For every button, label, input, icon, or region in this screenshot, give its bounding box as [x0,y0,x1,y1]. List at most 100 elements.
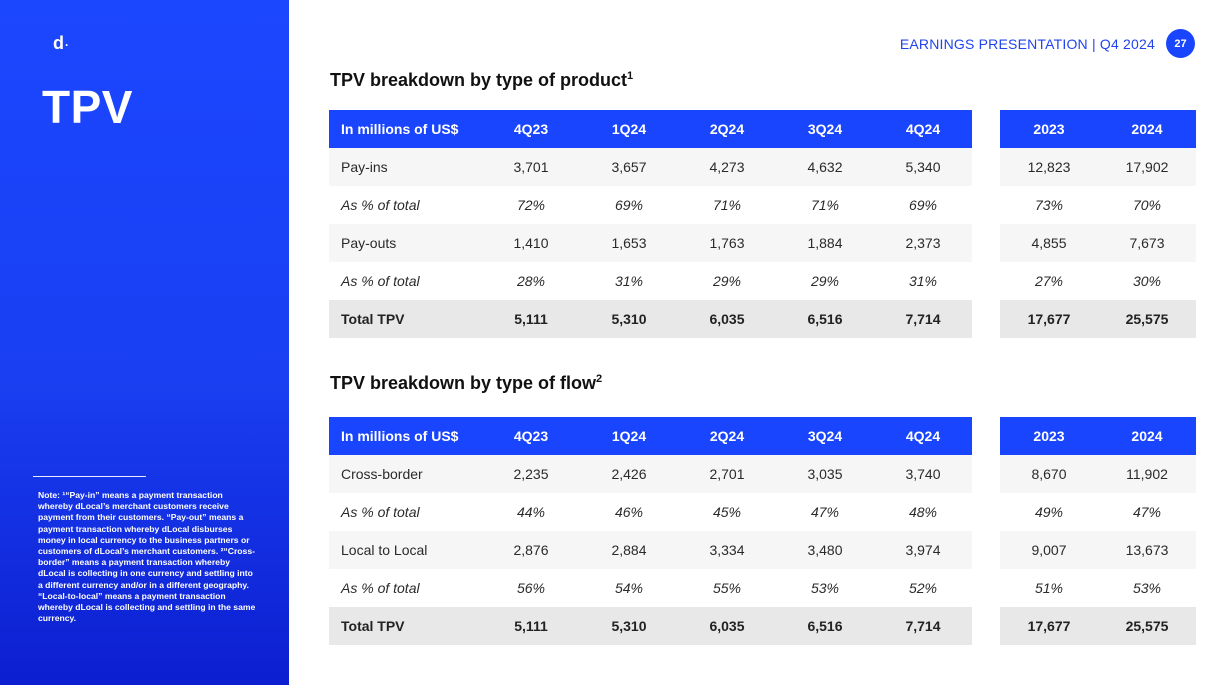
table-cell: 28% [482,262,580,300]
table-cell: 6,035 [678,607,776,645]
row-label: Total TPV [329,607,482,645]
row-label: Pay-outs [329,224,482,262]
flow-annual-table: 2023 2024 8,670 11,902 49% 47% 9,007 13,673 51% 5… [1000,417,1196,645]
table-cell: 17,902 [1098,148,1196,186]
table-cell: 27% [1000,262,1098,300]
table-cell: 6,516 [776,607,874,645]
table-row: 51% 53% [1000,569,1196,607]
column-header: 2023 [1000,110,1098,148]
presentation-header: EARNINGS PRESENTATION | Q4 2024 [899,36,1155,52]
note-divider [33,476,146,477]
table-row: 12,823 17,902 [1000,148,1196,186]
table-cell: 4,273 [678,148,776,186]
logo-letter: d [53,33,64,53]
table-cell: 12,823 [1000,148,1098,186]
table-cell: 3,740 [874,455,972,493]
table-header-row: In millions of US$ 4Q23 1Q24 2Q24 3Q24 4Q24 [329,110,972,148]
footnote: Note: ¹“Pay-in” means a payment transact… [38,490,256,624]
table-row: Total TPV 5,111 5,310 6,035 6,516 7,714 [329,607,972,645]
product-title-footnote-marker: 1 [627,70,634,82]
table-row: 4,855 7,673 [1000,224,1196,262]
table-cell: 1,763 [678,224,776,262]
table-cell: 46% [580,493,678,531]
table-cell: 5,310 [580,607,678,645]
table-cell: 2,426 [580,455,678,493]
flow-title-footnote-marker: 2 [596,373,603,385]
table-row: Pay-ins 3,701 3,657 4,273 4,632 5,340 [329,148,972,186]
table-cell: 3,657 [580,148,678,186]
table-cell: 7,714 [874,607,972,645]
table-cell: 3,480 [776,531,874,569]
row-label: As % of total [329,493,482,531]
product-section-title: TPV breakdown by type of product1 [330,70,633,91]
table-cell: 73% [1000,186,1098,224]
product-quarterly-table: In millions of US$ 4Q23 1Q24 2Q24 3Q24 4Q24 Pa… [329,110,972,338]
table-cell: 2,701 [678,455,776,493]
dlocal-logo: d· [53,33,69,54]
table-cell: 5,111 [482,607,580,645]
column-header: In millions of US$ [329,417,482,455]
table-row: As % of total 56% 54% 55% 53% 52% [329,569,972,607]
table-row: 17,677 25,575 [1000,607,1196,645]
table-row: Total TPV 5,111 5,310 6,035 6,516 7,714 [329,300,972,338]
table-cell: 53% [1098,569,1196,607]
table-cell: 45% [678,493,776,531]
table-cell: 6,035 [678,300,776,338]
column-header: 4Q23 [482,417,580,455]
table-cell: 51% [1000,569,1098,607]
table-cell: 5,310 [580,300,678,338]
table-cell: 31% [580,262,678,300]
table-cell: 53% [776,569,874,607]
column-header: 4Q23 [482,110,580,148]
table-cell: 48% [874,493,972,531]
table-row: 17,677 25,575 [1000,300,1196,338]
table-cell: 47% [776,493,874,531]
table-cell: 3,974 [874,531,972,569]
table-cell: 2,235 [482,455,580,493]
table-cell: 25,575 [1098,607,1196,645]
row-label: As % of total [329,569,482,607]
product-annual-table: 2023 2024 12,823 17,902 73% 70% 4,855 7,673 27% 3… [1000,110,1196,338]
table-row: 73% 70% [1000,186,1196,224]
table-cell: 1,884 [776,224,874,262]
row-label: Total TPV [329,300,482,338]
table-cell: 30% [1098,262,1196,300]
table-cell: 44% [482,493,580,531]
table-cell: 13,673 [1098,531,1196,569]
table-cell: 31% [874,262,972,300]
column-header: 1Q24 [580,417,678,455]
table-cell: 2,884 [580,531,678,569]
table-cell: 7,714 [874,300,972,338]
table-row: 49% 47% [1000,493,1196,531]
column-header: 1Q24 [580,110,678,148]
row-label: As % of total [329,262,482,300]
table-cell: 5,111 [482,300,580,338]
flow-quarterly-table: In millions of US$ 4Q23 1Q24 2Q24 3Q24 4Q24 Cr… [329,417,972,645]
table-header-row: In millions of US$ 4Q23 1Q24 2Q24 3Q24 4Q24 [329,417,972,455]
table-cell: 55% [678,569,776,607]
column-header: 3Q24 [776,417,874,455]
column-header: 4Q24 [874,110,972,148]
table-cell: 71% [678,186,776,224]
row-label: Local to Local [329,531,482,569]
table-cell: 6,516 [776,300,874,338]
table-cell: 11,902 [1098,455,1196,493]
logo-dot: · [65,38,69,52]
row-label: As % of total [329,186,482,224]
table-cell: 4,632 [776,148,874,186]
table-cell: 69% [580,186,678,224]
column-header: 4Q24 [874,417,972,455]
table-cell: 49% [1000,493,1098,531]
table-cell: 7,673 [1098,224,1196,262]
table-cell: 25,575 [1098,300,1196,338]
table-row: As % of total 28% 31% 29% 29% 31% [329,262,972,300]
flow-title-text: TPV breakdown by type of flow [330,373,597,393]
table-cell: 47% [1098,493,1196,531]
table-cell: 17,677 [1000,300,1098,338]
column-header: 2Q24 [678,417,776,455]
table-cell: 29% [776,262,874,300]
table-cell: 1,653 [580,224,678,262]
table-row: 9,007 13,673 [1000,531,1196,569]
table-row: 27% 30% [1000,262,1196,300]
table-cell: 2,373 [874,224,972,262]
